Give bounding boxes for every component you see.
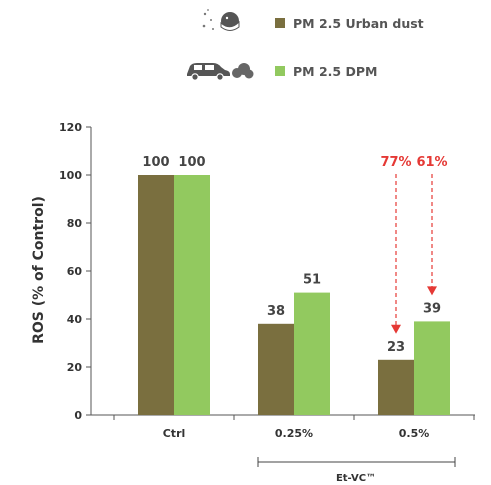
percent-reduction-label: 61% [416, 155, 447, 170]
x-tick-label: Ctrl [163, 427, 186, 440]
annotations: 77% 61% [380, 155, 448, 334]
y-tick-label: 20 [67, 361, 83, 374]
data-label: 39 [423, 301, 441, 316]
y-tick-label: 120 [59, 121, 82, 134]
percent-reduction-label: 77% [380, 155, 411, 170]
bars: 100 38 23 100 51 39 [138, 155, 450, 415]
bar [294, 292, 330, 415]
bar [258, 323, 294, 415]
y-axis-label: ROS (% of Control) [31, 196, 47, 344]
data-label: 100 [142, 155, 169, 170]
legend-swatch-urban-dust [275, 18, 285, 28]
face-mask-pollution-icon [202, 9, 240, 31]
bar [378, 359, 414, 415]
legend: PM 2.5 Urban dust PM 2.5 DPM [187, 9, 424, 81]
y-tick-label: 0 [74, 409, 82, 422]
group-label: Et-VC™ [336, 473, 376, 484]
car-exhaust-icon [187, 63, 254, 81]
data-label: 23 [387, 340, 405, 355]
data-label: 51 [303, 273, 321, 288]
y-tick-label: 80 [67, 217, 83, 230]
legend-label-dpm: PM 2.5 DPM [293, 64, 377, 79]
y-tick-label: 40 [67, 313, 83, 326]
legend-label-urban-dust: PM 2.5 Urban dust [293, 16, 424, 31]
bar [174, 175, 210, 415]
data-label: 38 [267, 304, 285, 319]
group-bracket: Et-VC™ [257, 457, 456, 484]
bar [138, 175, 174, 415]
x-tick-label: 0.25% [275, 427, 313, 440]
legend-swatch-dpm [275, 66, 285, 76]
y-tick-label: 60 [67, 265, 83, 278]
x-tick-label: 0.5% [399, 427, 430, 440]
bar [414, 321, 450, 415]
arrow-head [427, 286, 437, 296]
data-label: 100 [178, 155, 205, 170]
arrow-head [391, 324, 401, 334]
y-tick-label: 100 [59, 169, 82, 182]
